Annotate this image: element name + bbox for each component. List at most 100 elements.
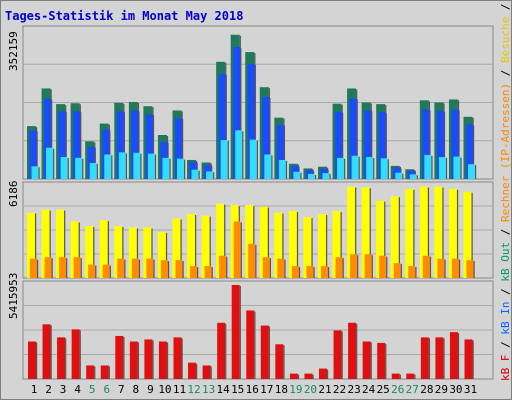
bar-rechner	[117, 258, 125, 278]
x-tick-label: 1	[31, 383, 38, 396]
bar-rechner-shadow	[400, 264, 402, 278]
bar-rechner	[277, 258, 285, 278]
bar-kbf	[86, 365, 95, 379]
bar-seiten-shadow	[38, 167, 40, 179]
x-tick-label: 2	[45, 383, 52, 396]
bar-seiten	[89, 162, 97, 179]
bar-rechner	[291, 266, 299, 278]
bar-kbf-shadow	[94, 366, 96, 379]
bar-seiten-shadow	[169, 158, 171, 179]
bar-seiten-shadow	[242, 131, 244, 179]
bar-seiten-shadow	[416, 175, 418, 179]
bar-kbf-shadow	[166, 342, 169, 379]
bar-seiten-shadow	[329, 174, 331, 179]
bar-dateien	[276, 124, 284, 179]
bar-besuche-shadow	[64, 210, 66, 278]
bar-seiten-shadow	[344, 158, 346, 179]
bar-besuche	[56, 209, 65, 278]
bar-rechner-shadow	[284, 259, 286, 278]
bar-seiten	[249, 139, 257, 179]
bar-rechner	[131, 258, 139, 278]
bar-besuche-shadow	[296, 212, 299, 278]
x-tick-label: 6	[103, 383, 110, 396]
bar-seiten	[409, 174, 417, 179]
bar-kbf-shadow	[239, 286, 241, 379]
bar-besuche-shadow	[151, 228, 153, 278]
bar-seiten-shadow	[387, 159, 389, 179]
bar-kbf	[217, 322, 226, 379]
bar-seiten-shadow	[53, 148, 55, 179]
bar-dateien-shadow	[385, 113, 387, 179]
x-tick-label: 27	[406, 383, 419, 396]
bar-dateien-shadow	[443, 111, 446, 179]
bar-kbf-shadow	[312, 374, 314, 379]
bar-besuche	[434, 186, 443, 278]
bar-kbf	[420, 337, 429, 379]
bar-rechner-shadow	[167, 261, 170, 278]
bar-dateien	[218, 74, 226, 179]
bar-seiten	[293, 171, 301, 179]
x-tick-label: 8	[133, 383, 140, 396]
bar-rechner-shadow	[226, 256, 228, 278]
bar-dateien-shadow	[473, 125, 475, 179]
x-tick-label: 7	[118, 383, 125, 396]
bar-dateien-shadow	[429, 110, 431, 179]
bar-rechner	[102, 264, 110, 278]
bar-kbf	[319, 368, 327, 379]
bar-seiten	[162, 157, 170, 179]
bar-seiten	[453, 156, 461, 179]
bar-besuche	[303, 217, 312, 278]
bar-kbf	[71, 329, 80, 379]
bar-seiten-shadow	[125, 153, 127, 179]
bar-seiten-shadow	[271, 155, 273, 179]
bar-dateien	[422, 109, 430, 179]
bar-kbf	[42, 324, 51, 379]
bar-dateien	[73, 111, 81, 179]
bar-besuche	[405, 188, 414, 278]
bar-rechner	[262, 257, 270, 278]
x-tick-label: 13	[202, 383, 215, 396]
bar-kbf-shadow	[210, 366, 212, 379]
bar-rechner	[59, 257, 67, 278]
bar-seiten	[206, 171, 214, 179]
bar-besuche	[361, 187, 370, 278]
bar-rechner-shadow	[80, 258, 82, 278]
bar-rechner-shadow	[313, 267, 315, 278]
bar-rechner	[393, 263, 401, 278]
x-tick-label: 11	[173, 383, 186, 396]
bar-dateien	[131, 110, 139, 179]
bar-kbf-shadow	[297, 374, 300, 379]
x-tick-label: 23	[347, 383, 360, 396]
x-tick-label: 28	[420, 383, 433, 396]
bar-rechner-shadow	[182, 261, 184, 278]
bar-dateien	[451, 109, 459, 179]
bar-rechner	[408, 266, 416, 278]
bar-rechner-shadow	[269, 258, 271, 278]
bar-seiten-shadow	[111, 155, 113, 179]
x-tick-label: 5	[89, 383, 96, 396]
bar-rechner	[350, 254, 358, 278]
bar-rechner	[175, 260, 183, 278]
bar-kbf-shadow	[385, 343, 387, 379]
bar-rechner-shadow	[371, 255, 373, 278]
bar-rechner	[88, 264, 96, 278]
bar-besuche-shadow	[267, 207, 269, 278]
bar-kbf	[333, 330, 342, 379]
x-tick-label: 10	[158, 383, 171, 396]
bar-besuche	[128, 227, 137, 278]
bar-besuche-shadow	[282, 213, 284, 278]
bar-besuche-shadow	[326, 215, 328, 278]
bar-seiten	[118, 152, 126, 179]
bar-seiten	[46, 147, 54, 179]
bar-kbf	[231, 285, 240, 379]
x-tick-label: 14	[217, 383, 231, 396]
bar-kbf-shadow	[123, 336, 125, 379]
bar-kbf	[260, 325, 269, 379]
bar-besuche-shadow	[49, 210, 51, 278]
bar-kbf	[144, 339, 153, 379]
bar-seiten-shadow	[300, 172, 302, 179]
bar-rechner-shadow	[328, 267, 330, 278]
bar-kbf-shadow	[181, 338, 183, 379]
bar-besuche-shadow	[165, 232, 168, 278]
bar-kbf	[464, 339, 473, 379]
